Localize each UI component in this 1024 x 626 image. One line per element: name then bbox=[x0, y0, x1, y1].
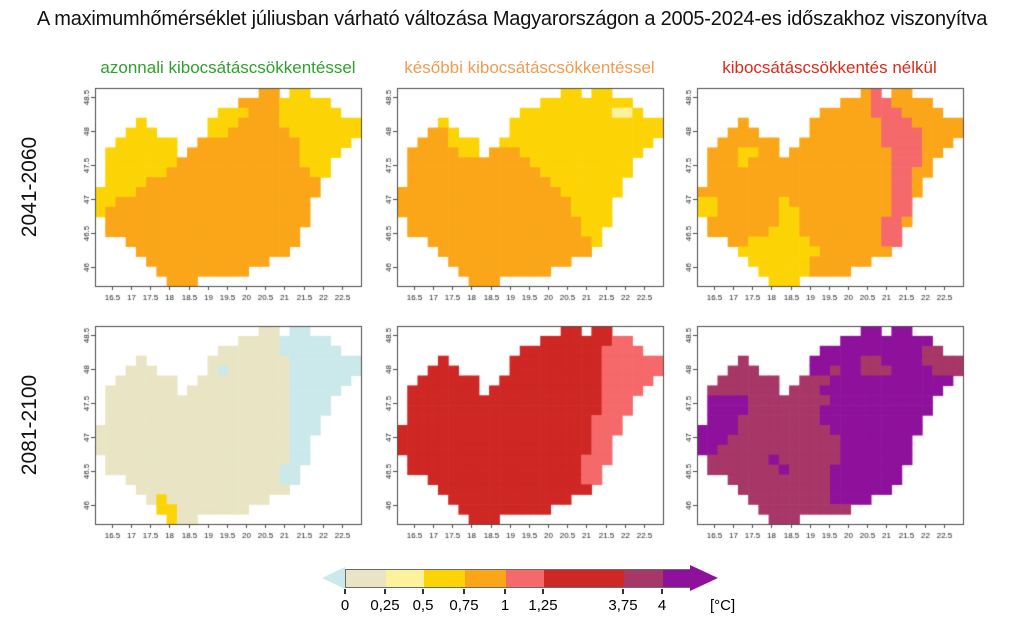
colorbar-tick bbox=[661, 589, 663, 594]
colorbar-tick bbox=[504, 589, 506, 594]
colorbar-value-label: 0 bbox=[340, 597, 350, 614]
map-2041-2060-nelkul bbox=[652, 80, 972, 320]
figure-title: A maximumhőmérséklet júliusban várható v… bbox=[36, 8, 988, 30]
column-header-azonnali: azonnali kibocsátáscsökkentéssel bbox=[100, 58, 356, 77]
map-2041-2060-azonnali bbox=[50, 80, 370, 320]
column-header-kesobbi: későbbi kibocsátáscsökkentéssel bbox=[404, 58, 655, 77]
colorbar-unit-label: [°C] bbox=[710, 597, 736, 614]
colorbar-under-arrow bbox=[322, 567, 345, 589]
map-2081-2100-kesobbi bbox=[352, 318, 672, 558]
colorbar-tick bbox=[422, 589, 424, 594]
map-2081-2100-nelkul bbox=[652, 318, 972, 558]
colorbar-segment bbox=[663, 570, 691, 587]
colorbar-value-label: 0,75 bbox=[449, 597, 479, 614]
colorbar-tick bbox=[384, 589, 386, 594]
colorbar-segment bbox=[544, 570, 624, 587]
colorbar-value-label: 0,5 bbox=[412, 597, 434, 614]
colorbar-segment bbox=[465, 570, 506, 587]
colorbar-segments bbox=[345, 569, 692, 588]
colorbar-tick bbox=[542, 589, 544, 594]
colorbar-value-label: 4 bbox=[657, 597, 667, 614]
colorbar-value-label: 3,75 bbox=[608, 597, 638, 614]
colorbar: [°C] 0 0,25 0,5 0,75 1 1,25 3,75 4 bbox=[322, 563, 762, 625]
colorbar-value-label: 0,25 bbox=[370, 597, 400, 614]
colorbar-value-label: 1 bbox=[500, 597, 510, 614]
column-header-nelkul: kibocsátáscsökkentés nélkül bbox=[722, 58, 937, 77]
colorbar-tick bbox=[463, 589, 465, 594]
colorbar-tick bbox=[344, 589, 346, 594]
colorbar-over-arrow bbox=[690, 565, 718, 591]
colorbar-value-label: 1,25 bbox=[528, 597, 558, 614]
row-label-2081-2100: 2081-2100 bbox=[18, 374, 41, 476]
colorbar-segment bbox=[424, 570, 465, 587]
colorbar-segment bbox=[624, 570, 663, 587]
colorbar-segment bbox=[346, 570, 386, 587]
map-2041-2060-kesobbi bbox=[352, 80, 672, 320]
map-2081-2100-azonnali bbox=[50, 318, 370, 558]
colorbar-tick bbox=[622, 589, 624, 594]
colorbar-segment bbox=[506, 570, 544, 587]
colorbar-segment bbox=[386, 570, 424, 587]
row-label-2041-2060: 2041-2060 bbox=[18, 136, 41, 238]
